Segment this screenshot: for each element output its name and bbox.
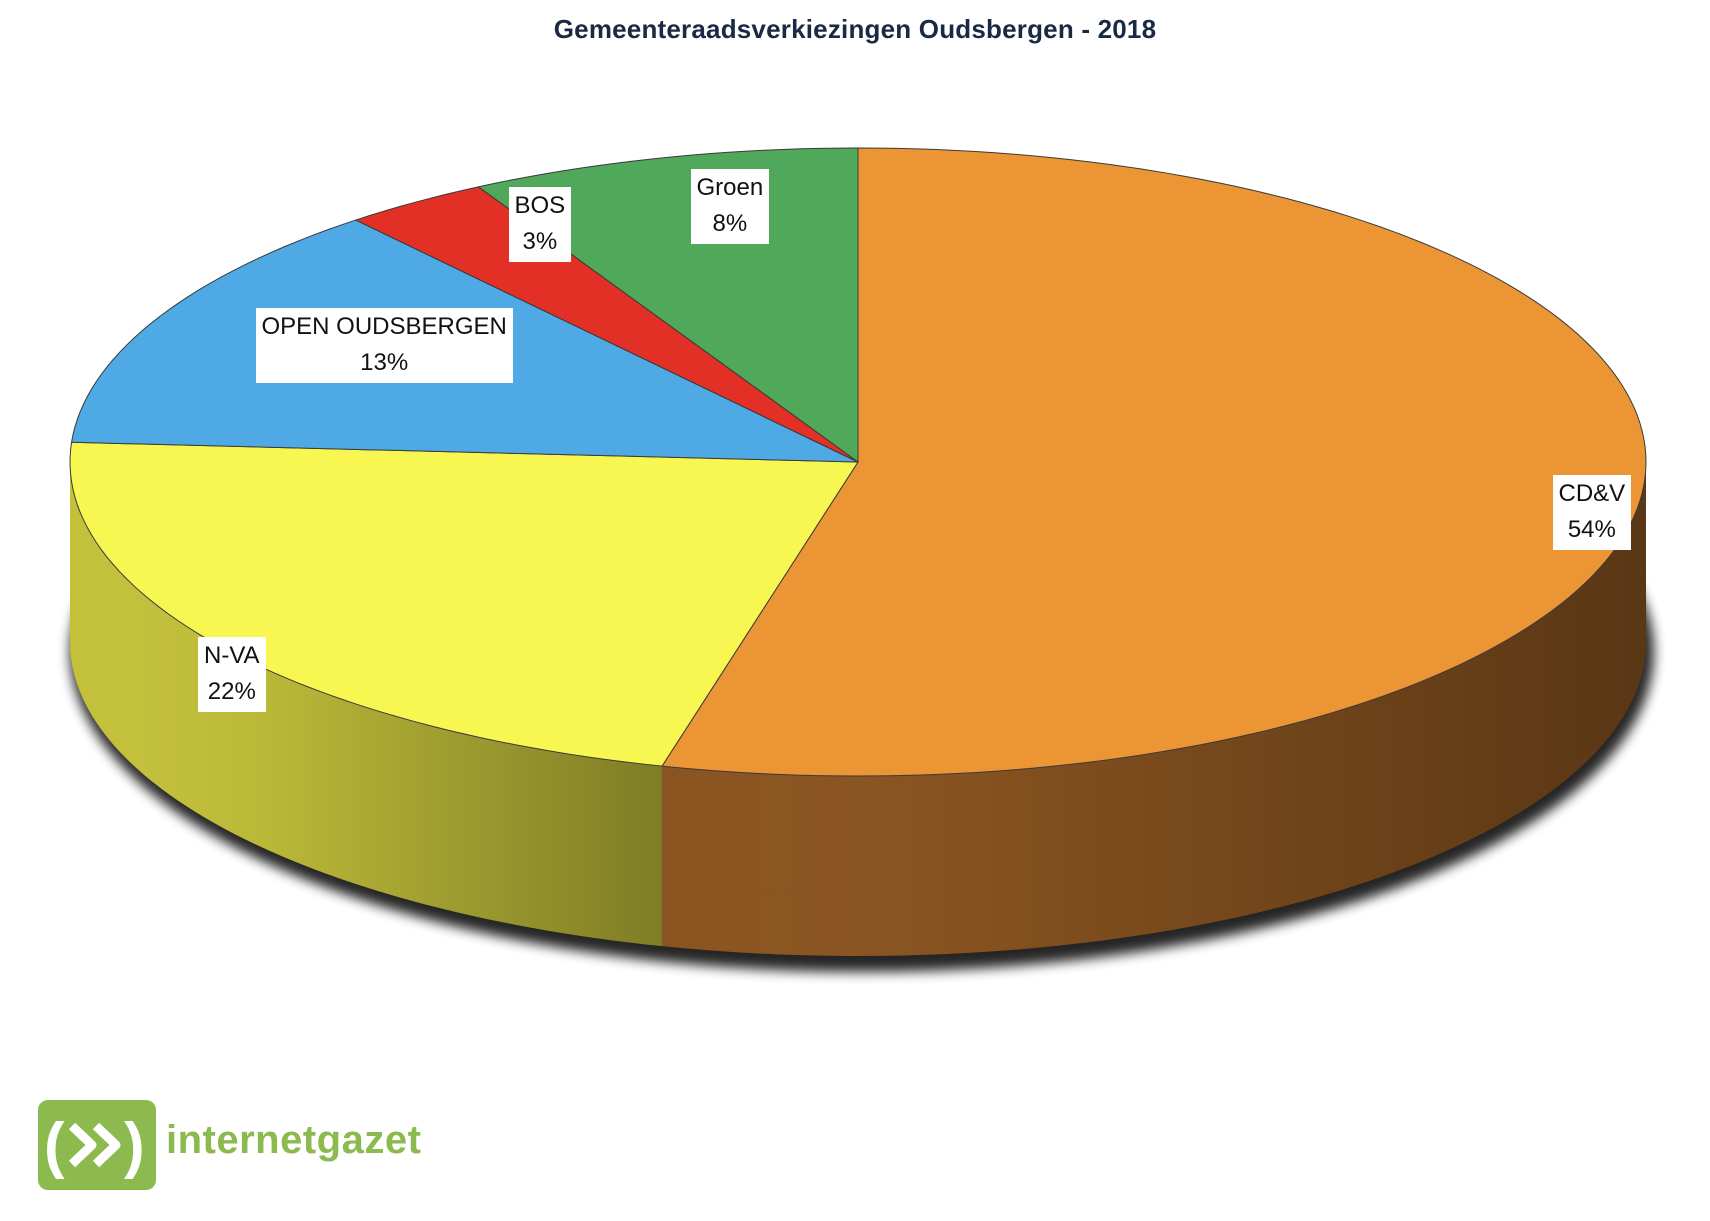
slice-label-bos: BOS 3% bbox=[508, 186, 572, 262]
slice-label-name: BOS bbox=[514, 191, 566, 219]
logo-badge bbox=[38, 1100, 156, 1190]
slice-label-value: 3% bbox=[522, 227, 558, 255]
pie-side-shade-1 bbox=[662, 462, 1646, 956]
slice-label-cd-v: CD&V 54% bbox=[1552, 474, 1632, 550]
logo-paren-left: ( bbox=[44, 1111, 65, 1180]
slice-label-value: 54% bbox=[1567, 515, 1616, 543]
pie-side-walls bbox=[70, 462, 1646, 956]
pie-slice-cd-v bbox=[661, 147, 1647, 777]
chart-title: Gemeenteraadsverkiezingen Oudsbergen - 2… bbox=[553, 14, 1157, 44]
slice-label-name: CD&V bbox=[1558, 479, 1626, 507]
pie-slice-bos bbox=[355, 186, 859, 463]
forward-chevron-icon bbox=[68, 1122, 97, 1168]
slice-label-value: 8% bbox=[712, 209, 748, 237]
pie-side-shade-2 bbox=[70, 462, 663, 947]
slice-label-value: 13% bbox=[360, 348, 409, 376]
slice-label-groen: Groen 8% bbox=[690, 168, 770, 244]
slice-label-name: Groen bbox=[696, 173, 764, 201]
forward-chevron-icon-2 bbox=[92, 1122, 121, 1168]
slice-label-open-oudsbergen: OPEN OUDSBERGEN 13% bbox=[255, 307, 513, 383]
slice-label-value: 22% bbox=[207, 677, 256, 705]
brand-logo: ( ) bbox=[38, 1100, 156, 1190]
slice-label-name: OPEN OUDSBERGEN bbox=[261, 312, 507, 340]
logo-paren-right: ) bbox=[124, 1111, 145, 1180]
slice-label-n-va: N-VA 22% bbox=[198, 636, 266, 712]
brand-wordmark: internetgazet bbox=[166, 1118, 422, 1162]
slice-label-name: N-VA bbox=[204, 641, 260, 669]
pie-top bbox=[69, 147, 1647, 777]
